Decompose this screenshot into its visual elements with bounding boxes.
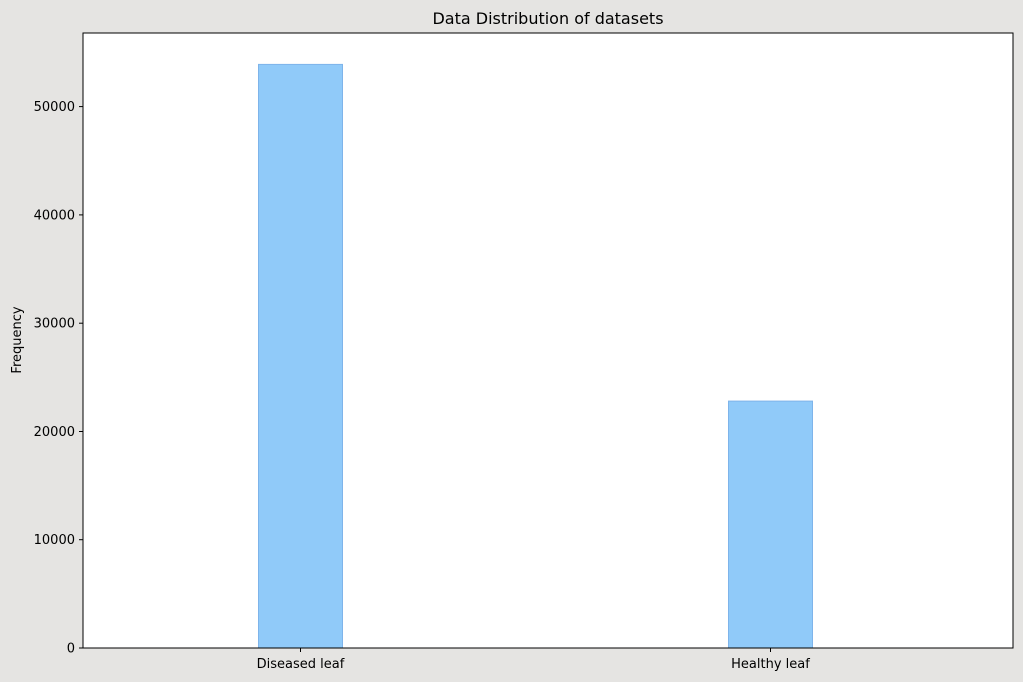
bar-healthy-leaf — [728, 400, 813, 649]
y-axis-label: Frequency — [10, 306, 25, 373]
x-axis: Diseased leaf Healthy leaf — [257, 648, 810, 672]
x-tick-label: Healthy leaf — [731, 657, 810, 672]
y-axis: 0 10000 20000 30000 40000 50000 — [34, 100, 83, 657]
plot-frame — [82, 32, 1014, 649]
x-tick-label: Diseased leaf — [257, 657, 345, 672]
y-tick-label: 10000 — [34, 533, 75, 548]
y-tick-label: 20000 — [34, 425, 75, 440]
plot-area — [83, 33, 1013, 648]
bars-layer — [258, 63, 813, 649]
y-tick-label: 0 — [67, 642, 75, 657]
bar-diseased-leaf — [258, 63, 343, 649]
y-tick-label: 30000 — [34, 317, 75, 332]
y-tick-label: 40000 — [34, 208, 75, 223]
chart-title: Data Distribution of datasets — [432, 9, 663, 28]
y-tick-label: 50000 — [34, 100, 75, 115]
